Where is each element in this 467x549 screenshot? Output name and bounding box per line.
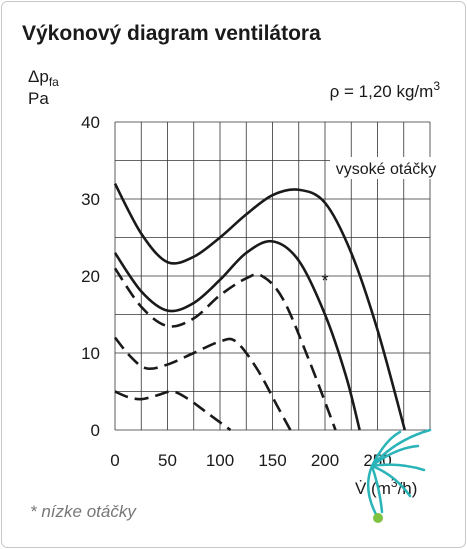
- x-label-text: V̇ (m: [355, 479, 391, 498]
- y-label: Δpfa: [28, 67, 59, 89]
- x-label-end: /h): [398, 479, 418, 498]
- x-tick-label: 100: [206, 451, 234, 470]
- x-label: V̇ (m3/h): [355, 476, 417, 498]
- density-sup: 3: [433, 79, 440, 93]
- y-tick-label: 30: [81, 190, 100, 209]
- y-tick-label: 20: [81, 267, 100, 286]
- chart-title: Výkonový diagram ventilátora: [22, 22, 321, 45]
- curve: [113, 336, 292, 431]
- footnote: * nízke otáčky: [30, 502, 137, 521]
- logo: [366, 428, 432, 523]
- y-tick-label: 10: [81, 344, 100, 363]
- annotation-star: *: [321, 271, 328, 291]
- density-label: ρ = 1,20 kg/m3: [330, 79, 441, 101]
- x-label-sup: 3: [391, 476, 398, 490]
- curve: [113, 182, 407, 431]
- curves: [113, 182, 407, 432]
- curve: [113, 267, 337, 431]
- y-label-subscript: fa: [49, 75, 59, 89]
- x-tick-label: 50: [158, 451, 177, 470]
- x-tick-label: 0: [110, 451, 119, 470]
- x-tick-label: 150: [258, 451, 286, 470]
- y-tick-label: 0: [91, 421, 100, 440]
- x-tick-label: 200: [311, 451, 339, 470]
- y-label-symbol: Δp: [28, 67, 49, 86]
- y-tick-label: 40: [81, 113, 100, 132]
- curve: [113, 239, 361, 431]
- y-unit: Pa: [28, 89, 49, 108]
- annotation-bg: [330, 157, 442, 179]
- density-text: ρ = 1,20 kg/m: [330, 82, 434, 101]
- curve: [114, 390, 232, 432]
- annotation: vysoké otáčky: [336, 161, 436, 178]
